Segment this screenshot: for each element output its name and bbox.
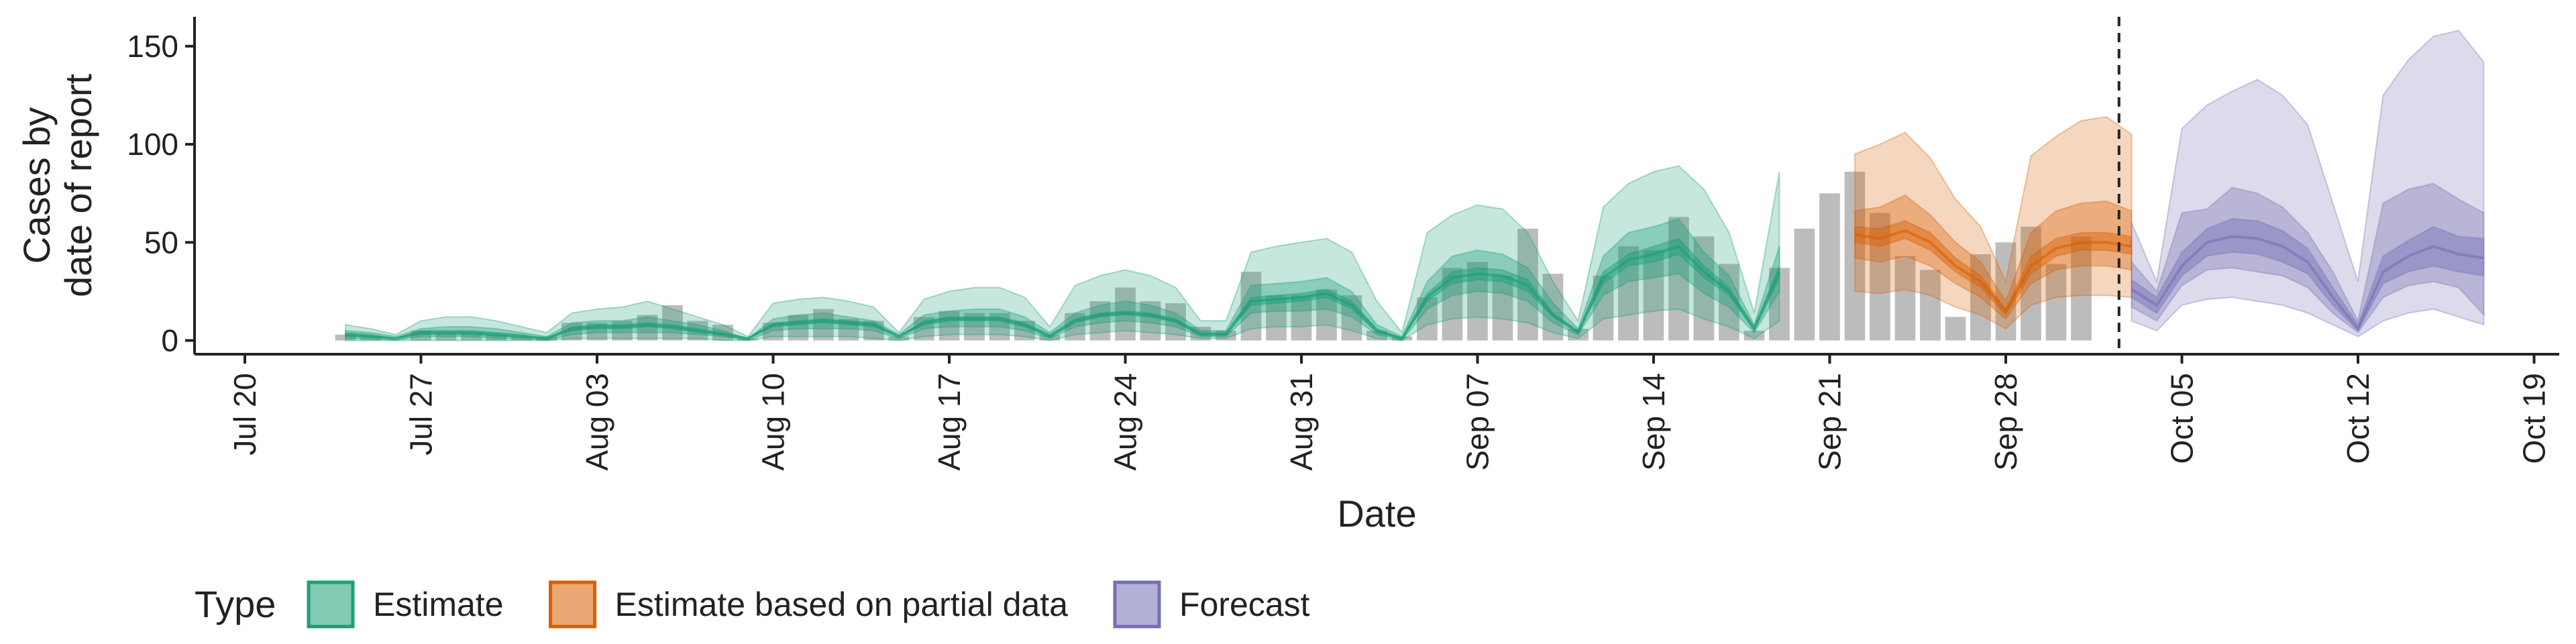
legend-label-estimate: Estimate [373, 586, 504, 623]
x-tick-label: Sep 28 [1988, 373, 2023, 471]
reported-cases-bar [1995, 242, 2017, 341]
forecast-band-50 [2131, 182, 2485, 334]
x-tick-label: Sep 07 [1460, 373, 1495, 471]
reported-cases-bar [1920, 270, 1941, 341]
reported-cases-bar [1266, 295, 1287, 341]
reported-cases-bar [360, 336, 381, 341]
reported-cases-bar [1492, 276, 1513, 341]
reported-cases-bar [2021, 226, 2041, 341]
forecast-median-line [2131, 235, 2484, 331]
x-tick-label: Sep 14 [1636, 373, 1671, 471]
x-tick-label: Aug 17 [932, 373, 967, 471]
reported-cases-bar [612, 321, 633, 341]
reported-cases-bar [1240, 272, 1262, 341]
estimate-median-line [345, 244, 1781, 340]
reported-cases-bar [1819, 193, 1840, 341]
legend-label-estimate-based-on-partial-data: Estimate based on partial data [615, 586, 1069, 623]
reported-cases-bar [1618, 246, 1639, 341]
reported-cases-bar [1870, 213, 1890, 341]
x-axis-title: Date [1337, 492, 1416, 535]
reported-cases-bar [1442, 268, 1463, 341]
y-tick-label: 150 [127, 29, 178, 64]
y-tick-label: 100 [127, 127, 178, 162]
legend-key-forecast [1113, 580, 1161, 629]
axes: 0 50 100 150 Jul 20 Jul 27 Aug 03 Aug 10 Aug 17 A… [127, 17, 2559, 471]
reported-cases-bar [1140, 301, 1161, 341]
reported-cases-bar [1844, 172, 1866, 341]
x-tick-label: Aug 24 [1108, 373, 1143, 471]
forecast-band-90 [2131, 30, 2485, 337]
reported-cases-bar [2071, 236, 2092, 341]
reported-cases-bar [1593, 276, 1614, 341]
reported-cases-bar [1417, 297, 1438, 341]
x-tick-label: Sep 21 [1813, 373, 1847, 471]
reported-cases-bar [461, 332, 482, 341]
reported-cases-bar [1970, 254, 1991, 341]
reported-cases-bar [1769, 268, 1790, 341]
x-tick-label: Aug 03 [580, 373, 614, 471]
reported-cases-bar [1794, 228, 1815, 341]
legend-key-estimate [307, 580, 355, 629]
reported-cases-bars [335, 172, 2092, 341]
reported-cases-bar [511, 336, 532, 341]
reported-cases-bar [435, 332, 457, 341]
x-tick-label: Aug 10 [756, 373, 791, 471]
reported-cases-bar [1291, 295, 1312, 341]
estimate-based-on-partial-data-band-20 [1854, 220, 2133, 317]
reported-cases-bar [1743, 330, 1765, 341]
estimate-based-on-partial-data-band-90 [1854, 116, 2133, 330]
x-tick-label: Aug 31 [1284, 373, 1319, 471]
reported-cases-bar [662, 305, 683, 341]
median-lines [345, 229, 2484, 340]
reported-cases-bar [813, 309, 834, 341]
estimate-based-on-partial-data-band-50 [1854, 194, 2133, 320]
y-tick-label: 0 [161, 323, 178, 358]
y-axis-title-line-2: date of report [57, 74, 99, 298]
x-tick-label: Jul 27 [404, 373, 439, 455]
x-tick-label: Oct 12 [2341, 373, 2375, 464]
reported-cases-bar [1894, 256, 1916, 341]
legend-key-estimate-based-on-partial-data [549, 580, 597, 629]
reported-cases-bar [888, 336, 910, 341]
reported-cases-bar [637, 315, 658, 341]
x-tick-label: Jul 20 [227, 373, 262, 455]
estimate-based-on-partial-data-median-line [1854, 229, 2132, 314]
y-tick-label: 50 [144, 225, 178, 260]
legend-title: Type [195, 583, 276, 625]
x-tick-label: Oct 19 [2517, 373, 2552, 464]
reported-cases-bar [486, 334, 507, 341]
reported-cases-bar [788, 315, 809, 341]
x-tick-label: Oct 05 [2165, 373, 2200, 464]
reported-cases-bar [1568, 329, 1589, 341]
forecast-band-20 [2131, 218, 2485, 332]
legend-label-forecast: Forecast [1179, 586, 1310, 623]
estimate-band-90 [345, 165, 1780, 341]
reported-cases-bar [2045, 264, 2067, 341]
reported-cases-bar [1693, 236, 1715, 341]
reported-cases-bar [1643, 250, 1664, 341]
reported-cases-bar [335, 334, 356, 341]
reported-cases-bar [1945, 317, 1966, 341]
reported-cases-bar [1668, 217, 1689, 341]
y-axis-title-line-1: Cases by [15, 107, 58, 264]
reported-cases-bar [1089, 301, 1111, 341]
legend: Type Estimate Estimate based on partial d… [195, 580, 1310, 629]
reported-cases-bar [938, 311, 960, 341]
estimate-band-20 [345, 237, 1780, 339]
